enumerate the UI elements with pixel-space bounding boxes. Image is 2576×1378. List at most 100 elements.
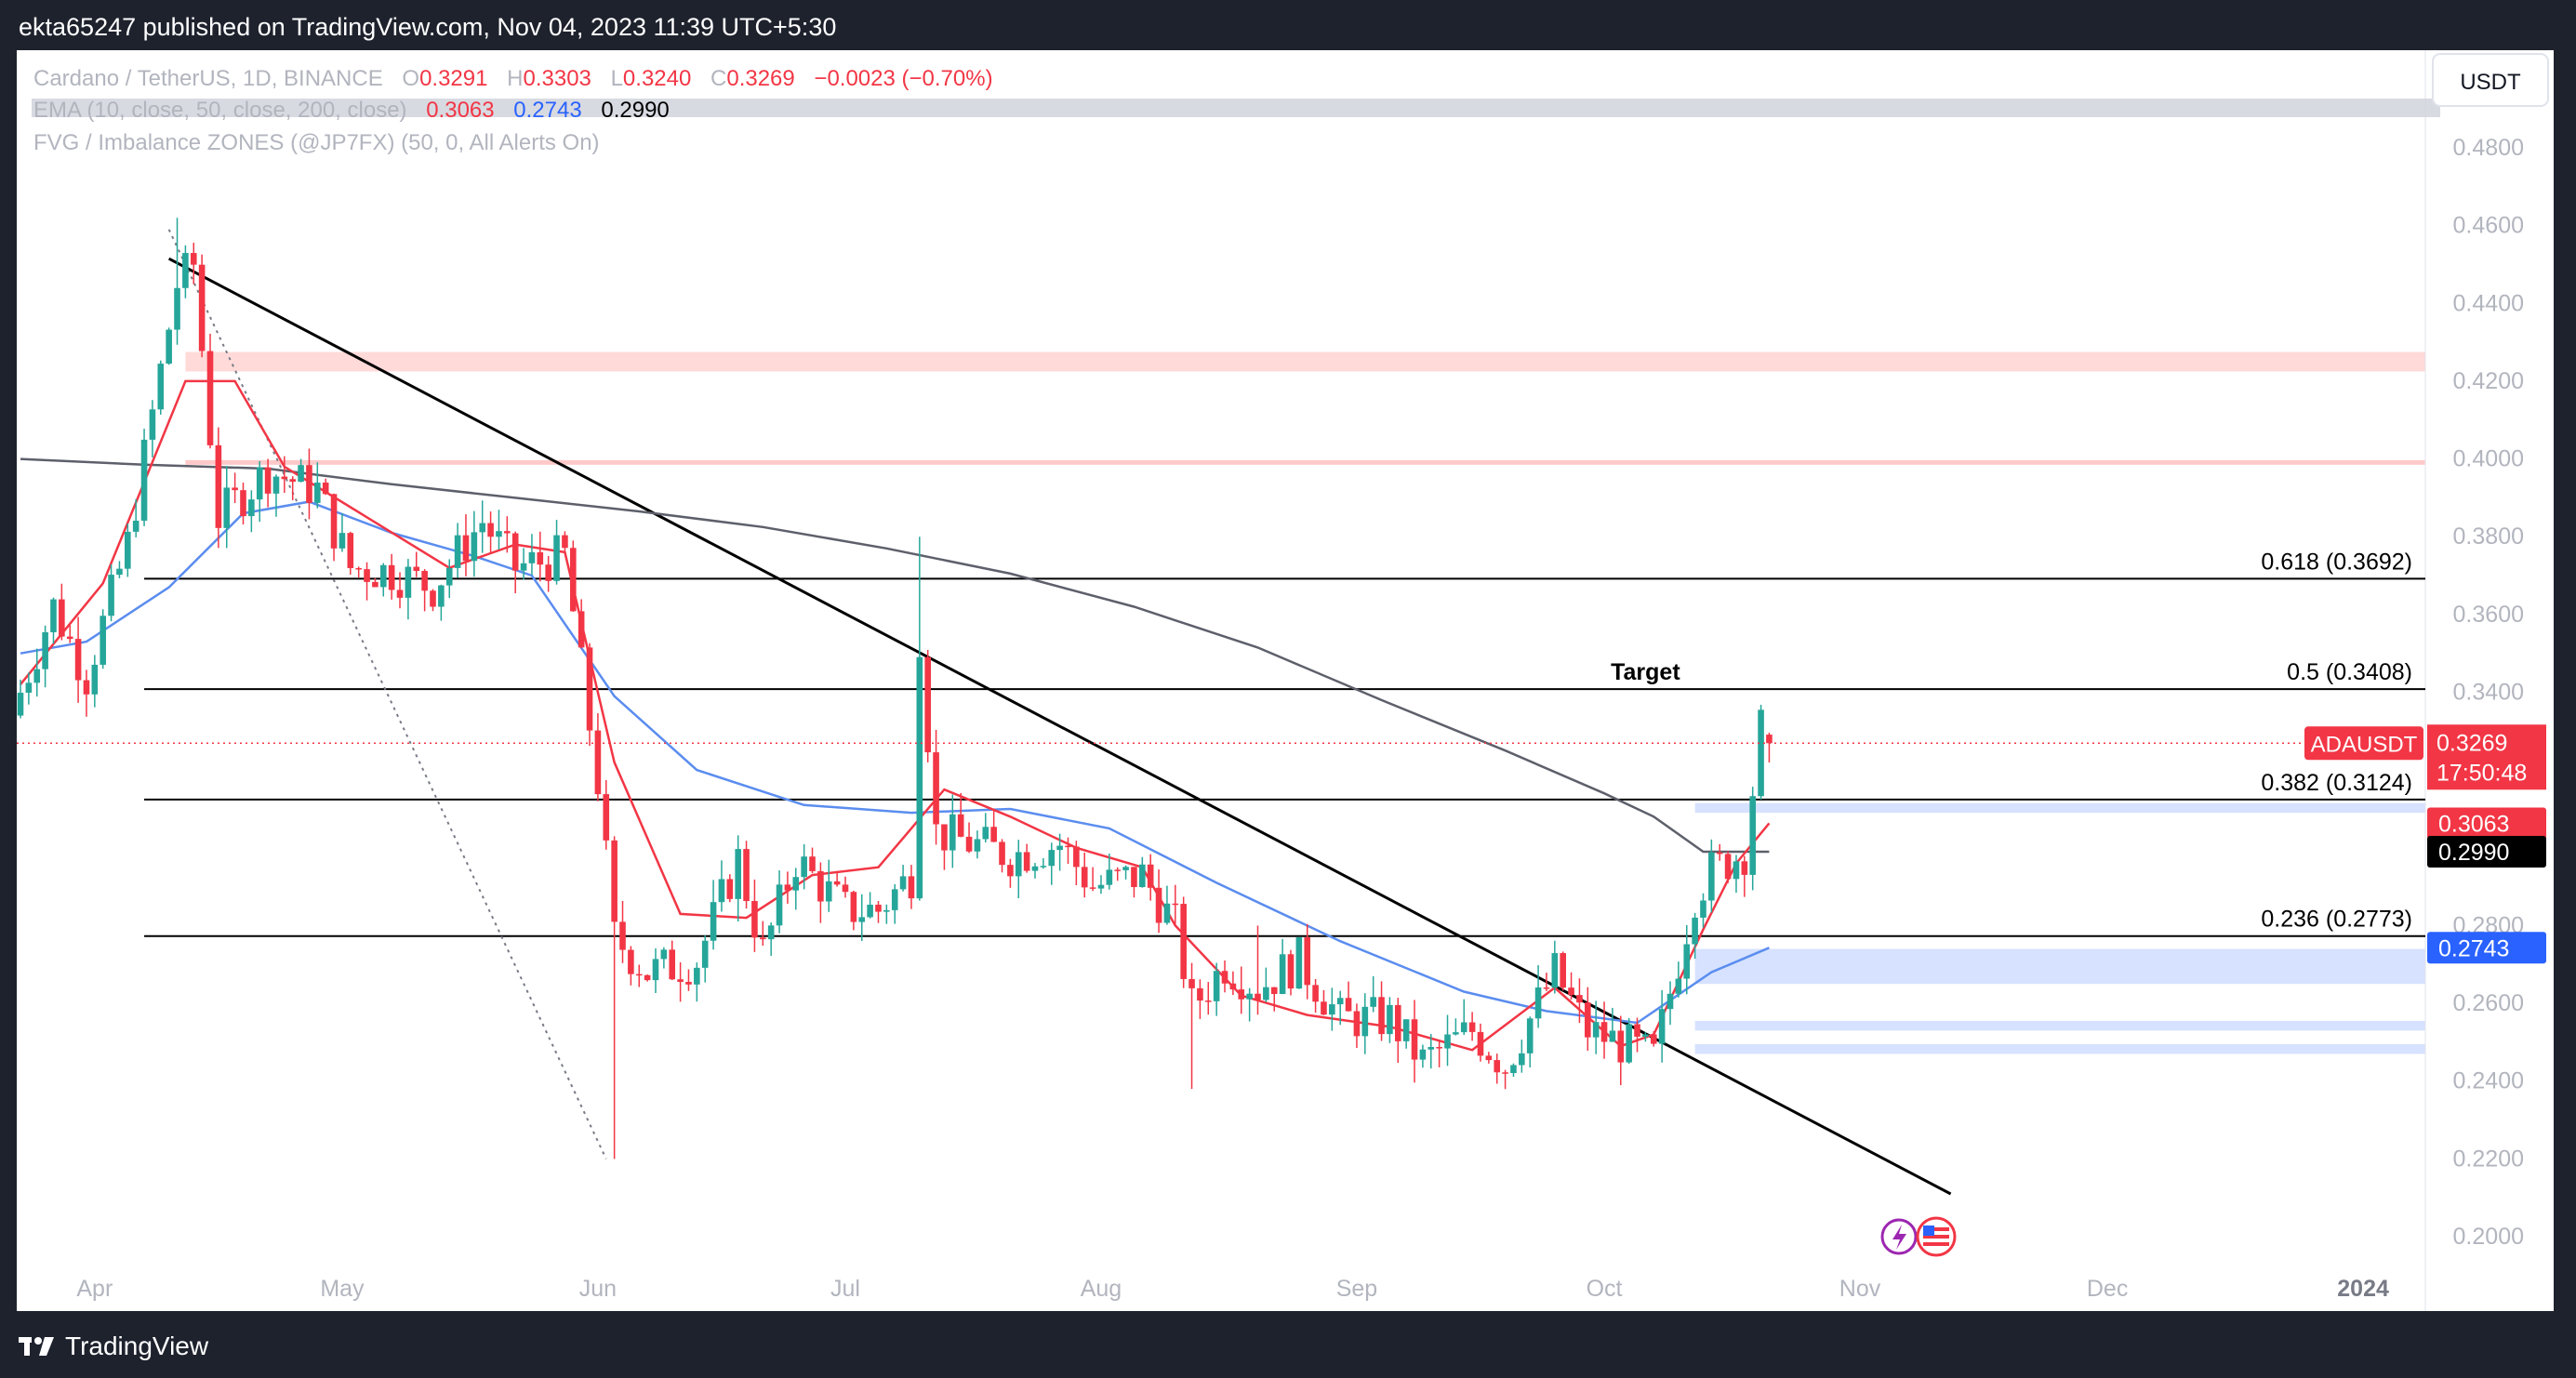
candle-body [33, 669, 41, 683]
candle-body [1419, 1049, 1427, 1060]
candle-body [1576, 995, 1583, 1003]
candle-body [1221, 971, 1228, 984]
candle-body [91, 664, 99, 695]
candle-body [941, 824, 948, 851]
candlestick-chart[interactable]: 0.4800 0.4600 0.4400 0.4200 0.4000 0.3800 0.36… [17, 50, 2554, 1311]
candle-body [883, 909, 890, 912]
candle-body [562, 535, 568, 549]
fvg-zone [1694, 802, 2425, 814]
candle-body [899, 876, 907, 890]
candle-body [891, 889, 898, 910]
candle-body [83, 680, 90, 695]
y-tick-label: 0.2200 [2453, 1146, 2524, 1172]
candle-body [1106, 869, 1113, 885]
candle-body [1502, 1072, 1508, 1074]
price-tag [2427, 724, 2546, 790]
candle-body [924, 656, 931, 753]
x-tick-label: Jul [830, 1276, 860, 1302]
candle-body [413, 566, 420, 572]
candle-body [182, 253, 189, 288]
candle-body [908, 876, 915, 899]
candle-body [59, 599, 65, 637]
downtrend-line [167, 257, 1952, 1196]
candle-body [660, 949, 668, 960]
candle-body [1453, 1032, 1459, 1035]
fvg-zone [1694, 1043, 2425, 1054]
candle-body [1692, 917, 1698, 945]
candle-body [1427, 1047, 1435, 1050]
candle-body [1708, 852, 1715, 901]
candle-body [792, 877, 800, 891]
fib-dotted-line [167, 229, 607, 1159]
candle-body [289, 479, 297, 483]
legend-ohlc-row[interactable]: Cardano / TetherUS, 1D, BINANCE O0.3291 … [33, 66, 993, 91]
candle-body [1321, 1001, 1327, 1015]
tradingview-logo[interactable]: TradingView [19, 1332, 208, 1361]
x-tick-label: Nov [1839, 1276, 1881, 1302]
candle-body [1081, 867, 1088, 888]
currency-button-label: USDT [2460, 70, 2521, 95]
candle-body [1460, 1022, 1467, 1033]
currency-button[interactable]: USDT [2432, 53, 2549, 107]
legend-ema-row[interactable]: EMA (10, close, 50, close, 200, close) 0… [33, 98, 670, 123]
chart-frame[interactable]: 0.4800 0.4600 0.4400 0.4200 0.4000 0.3800 0.36… [17, 50, 2554, 1311]
ema-price-tag [2427, 807, 2546, 840]
events-icons[interactable] [1880, 1216, 1957, 1257]
candle-body [405, 566, 412, 598]
legend-h-value: 0.3303 [523, 66, 591, 91]
candle-body [66, 636, 73, 640]
x-tick-label: Oct [1587, 1276, 1623, 1302]
candle-body [1204, 1000, 1212, 1002]
candle-body [875, 904, 882, 912]
candle-body [817, 870, 824, 902]
candle-body [1197, 987, 1203, 1001]
legend-ema200-value: 0.2990 [601, 98, 669, 123]
candle-body [1568, 987, 1574, 996]
candle-body [379, 564, 387, 588]
candle-body [833, 881, 841, 885]
legend-fvg-row[interactable]: FVG / Imbalance ZONES (@JP7FX) (50, 0, A… [33, 130, 600, 155]
legend: Cardano / TetherUS, 1D, BINANCE O0.3291 … [32, 66, 2440, 155]
candle-body [809, 856, 816, 871]
x-tick-label: Aug [1081, 1276, 1122, 1302]
candle-body [867, 904, 873, 918]
y-tick-label: 0.4600 [2453, 213, 2524, 239]
candle-body [1361, 1006, 1369, 1037]
candle-body [1543, 987, 1550, 989]
ema-price-tag [2427, 932, 2546, 964]
candle-body [1048, 850, 1056, 867]
legend-ema10-value: 0.3063 [426, 98, 494, 123]
candle-body [223, 487, 231, 528]
candle-body [157, 364, 165, 410]
candle-body [50, 599, 57, 632]
legend-l-label: L [611, 66, 623, 91]
candle-body [1600, 1022, 1608, 1042]
candle-body [1122, 867, 1129, 870]
x-tick-label: May [320, 1276, 365, 1302]
candle-body [1683, 944, 1691, 979]
candle-body [347, 533, 354, 568]
ema-legend-highlight [32, 99, 2440, 117]
y-tick-label: 0.3400 [2453, 680, 2524, 706]
candle-body [206, 351, 214, 445]
legend-ema-label: EMA (10, close, 50, close, 200, close) [33, 98, 407, 123]
candle-body [1353, 1011, 1361, 1037]
candle-body [1609, 1030, 1616, 1042]
fib-level-label: 0.236 (0.2773) [2261, 907, 2412, 933]
grid-layer: 0.4800 0.4600 0.4400 0.4200 0.4000 0.3800 0.36… [76, 50, 2524, 1311]
candle-body [42, 631, 48, 669]
candle-body [1617, 1030, 1625, 1063]
candle-body [1213, 971, 1220, 1001]
candle-body [784, 884, 791, 891]
candle-body [545, 564, 551, 581]
ema200-line [20, 457, 1770, 854]
lightning-icon-glyph [1892, 1225, 1906, 1250]
symbol-price-badge-label: ADAUSDT [2311, 732, 2418, 757]
candle-body [603, 794, 610, 841]
candle-body [644, 974, 651, 981]
legend-ema50-value: 0.2743 [513, 98, 581, 123]
legend-o-value: 0.3291 [419, 66, 487, 91]
candle-body [520, 563, 527, 571]
candle-body [1246, 993, 1253, 1000]
candle-body [479, 523, 486, 533]
